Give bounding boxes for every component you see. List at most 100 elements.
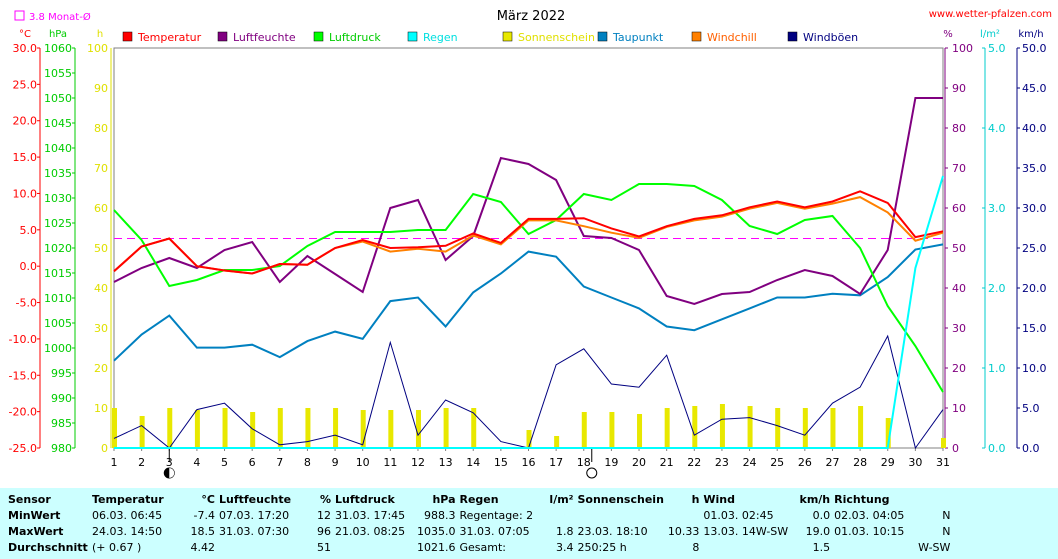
x-tick-label: 22 <box>687 456 701 469</box>
stats-max-sun-time: 23.03. 18:10 <box>577 524 648 538</box>
stats-avg-dir-value: W-SW <box>918 540 951 554</box>
pressure-tick-label: 1030 <box>44 192 72 205</box>
stats-avg-label: Durchschnitt <box>8 540 88 554</box>
stats-max-hum-time: 31.03. 07:30 <box>219 524 290 538</box>
humidity-tick-label: 0 <box>952 442 959 455</box>
stats-max-rain-value: 1.8 <box>556 524 574 538</box>
x-tick-label: 25 <box>770 456 784 469</box>
pressure-tick-label: 980 <box>51 442 72 455</box>
sunshine-bar <box>719 404 725 448</box>
sunshine-bar <box>830 408 836 448</box>
sunshine-bar <box>885 418 891 448</box>
pressure-tick-label: 1055 <box>44 67 72 80</box>
stats-min-press-time: 31.03. 17:45 <box>335 508 406 522</box>
stats-max-dir-value: N <box>942 524 951 538</box>
legend-swatch <box>122 31 133 42</box>
pressure-tick-label: 1060 <box>44 42 72 55</box>
stats-min-rain-value <box>542 507 576 523</box>
stats-avg-sun-value: 8 <box>692 540 700 554</box>
legend-swatch <box>691 31 702 42</box>
plot-area <box>113 47 944 449</box>
x-tick-label: 8 <box>304 456 311 469</box>
legend-swatch <box>407 31 418 42</box>
stats-min-press-value: 988.3 <box>424 508 456 522</box>
hours-tick-label: 50 <box>94 242 108 255</box>
full-moon-icon <box>586 467 598 479</box>
hours-tick-label: 60 <box>94 202 108 215</box>
sunshine-bar <box>305 408 311 448</box>
sunshine-bar <box>167 408 173 448</box>
stats-min-label: MinWert <box>8 508 61 522</box>
hours-tick-label: 0 <box>101 442 108 455</box>
pressure-tick-label: 1010 <box>44 292 72 305</box>
stats-min-wind-time: 01.03. 02:45 <box>703 508 774 522</box>
sunshine-bar <box>139 416 145 448</box>
pressure-axis-unit: hPa <box>49 29 67 40</box>
humidity-tick-label: 10 <box>952 402 966 415</box>
sunshine-bar <box>554 436 560 448</box>
hours-tick-label: 30 <box>94 322 108 335</box>
hours-tick-label: 10 <box>94 402 108 415</box>
x-tick-label: 12 <box>411 456 425 469</box>
x-tick-label: 3 <box>166 456 173 469</box>
sunshine-bar <box>802 408 808 448</box>
temp-tick-label: -10.0 <box>9 333 37 346</box>
hours-tick-label: 100 <box>87 42 108 55</box>
stats-min-row: MinWert 06.03. 06:45 -7.4 07.03. 17:20 1… <box>6 507 952 523</box>
x-tick-label: 30 <box>908 456 922 469</box>
sunshine-bar <box>775 408 781 448</box>
stats-avg-wind-note <box>701 539 790 555</box>
humidity-tick-label: 70 <box>952 162 966 175</box>
statistics-table: Sensor Temperatur °C Luftfeuchte % Luftd… <box>6 491 952 555</box>
wind-axis-unit: km/h <box>1018 29 1043 40</box>
site-url: www.wetter-pfalzen.com <box>929 9 1052 20</box>
pressure-tick-label: 1050 <box>44 92 72 105</box>
x-tick-label: 9 <box>332 456 339 469</box>
sunshine-bar <box>443 408 449 448</box>
legend-label: Sonnenschein <box>518 31 595 44</box>
legend-label: Regen <box>423 31 458 44</box>
hours-tick-label: 80 <box>94 122 108 135</box>
hours-tick-label: 20 <box>94 362 108 375</box>
sunshine-bar <box>637 414 643 448</box>
stats-max-hum-value: 96 <box>317 524 331 538</box>
stats-avg-press-note <box>333 539 415 555</box>
stats-avg-temp-value: 4.42 <box>190 540 216 554</box>
stats-header-humidity-unit: % <box>319 492 331 506</box>
series-line-luftdruck <box>113 183 944 393</box>
stats-max-wind-value: 19.0 <box>805 524 831 538</box>
legend-swatch <box>217 31 228 42</box>
stats-min-dir-time: 02.03. 04:05 <box>834 508 905 522</box>
sunshine-bar <box>194 410 200 448</box>
humidity-tick-label: 100 <box>952 42 973 55</box>
sunshine-bar <box>333 408 339 448</box>
stats-max-press-time: 21.03. 08:25 <box>335 524 406 538</box>
stats-avg-hum-note <box>217 539 301 555</box>
x-tick-label: 24 <box>743 456 757 469</box>
weather-chart: März 2022 www.wetter-pfalzen.com 3.8 Monat… <box>9 9 1052 479</box>
legend-swatch <box>313 31 324 42</box>
series-line-regen <box>114 175 944 449</box>
legend-swatch <box>597 31 608 42</box>
stats-header-humidity: Luftfeuchte <box>219 492 292 506</box>
pressure-tick-label: 1000 <box>44 342 72 355</box>
sunshine-bar <box>692 406 698 448</box>
pressure-tick-label: 995 <box>51 367 72 380</box>
sunshine-bar <box>581 412 587 448</box>
legend-label: Windböen <box>803 31 858 44</box>
sunshine-bar <box>277 408 283 448</box>
x-tick-label: 28 <box>853 456 867 469</box>
new-moon-icon <box>169 468 175 478</box>
sunshine-bar <box>526 430 532 448</box>
stats-avg-press-value: 1021.6 <box>417 540 456 554</box>
pressure-tick-label: 1020 <box>44 242 72 255</box>
temp-tick-label: 10.0 <box>13 187 38 200</box>
legend-label: Temperatur <box>137 31 202 44</box>
pressure-tick-label: 1040 <box>44 142 72 155</box>
stats-avg-rain-value: 3.4 <box>556 540 574 554</box>
x-tick-label: 7 <box>276 456 283 469</box>
legend-label: Taupunkt <box>612 31 664 44</box>
stats-min-hum-time: 07.03. 17:20 <box>219 508 290 522</box>
x-tick-label: 5 <box>221 456 228 469</box>
stats-min-sun-time <box>576 507 666 523</box>
